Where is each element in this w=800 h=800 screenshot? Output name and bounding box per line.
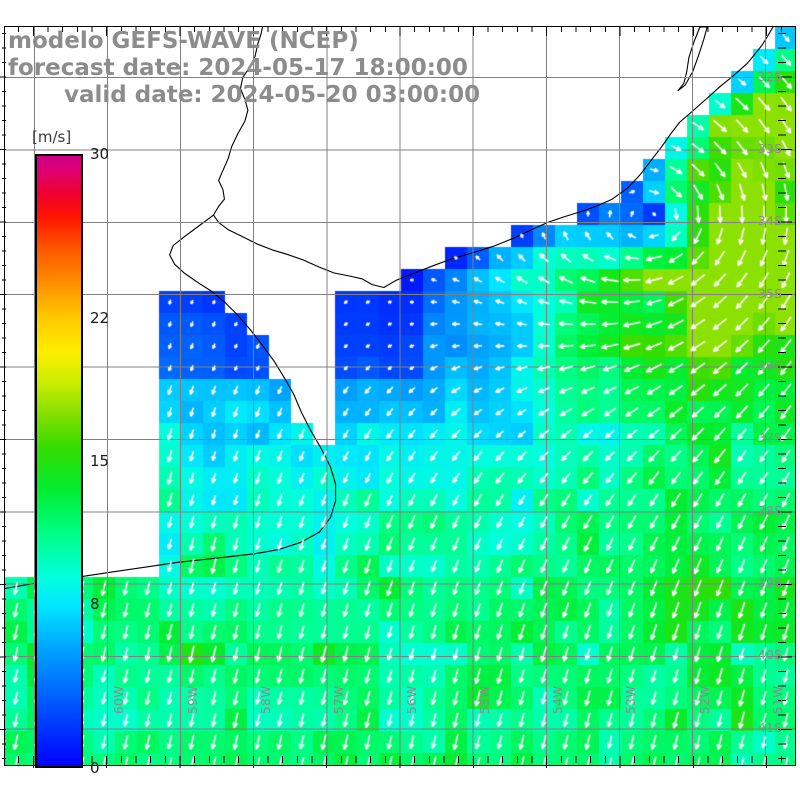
colorbar-tick-15: 15: [90, 452, 110, 470]
colorbar-units-label: [m/s]: [32, 128, 72, 146]
colorbar-tick-0: 0: [90, 759, 100, 777]
lat-label-39S: 39S: [758, 576, 783, 591]
lon-label-57W: 57W: [331, 685, 346, 714]
lon-label-60W: 60W: [112, 685, 127, 714]
lon-label-51W: 51W: [770, 685, 785, 714]
left-tick-rail: [0, 32, 6, 760]
lat-label-36S: 36S: [758, 359, 783, 374]
colorbar-gradient: [35, 154, 83, 768]
lon-label-59W: 59W: [185, 685, 200, 714]
lat-label-40S: 40S: [758, 648, 783, 663]
lon-label-56W: 56W: [405, 685, 419, 714]
lon-label-58W: 58W: [258, 685, 273, 714]
lat-label-37S: 37S: [758, 431, 783, 446]
colorbar-tick-30: 30: [90, 145, 110, 163]
colorbar-tick-8: 8: [90, 595, 100, 614]
lat-label-33S: 33S: [758, 142, 783, 156]
lat-label-34S: 34S: [758, 214, 783, 229]
bottom-tick-rail: [4, 756, 782, 768]
right-tick-rail: [778, 32, 792, 760]
top-tick-rail: [4, 26, 782, 36]
lon-label-54W: 54W: [551, 685, 566, 714]
colorbar-tick-22: 22: [90, 308, 110, 327]
map-plot-area: [4, 26, 796, 766]
wind-direction-arrows: [5, 27, 795, 765]
lat-label-35S: 35S: [758, 286, 783, 301]
lat-label-38S: 38S: [758, 503, 783, 518]
lat-label-41S: 41S: [758, 720, 783, 735]
lon-label-55W: 55W: [478, 685, 493, 714]
lon-label-52W: 52W: [697, 685, 712, 714]
lat-label-32S: 32S: [758, 69, 783, 84]
lon-label-53W: 53W: [624, 685, 639, 714]
